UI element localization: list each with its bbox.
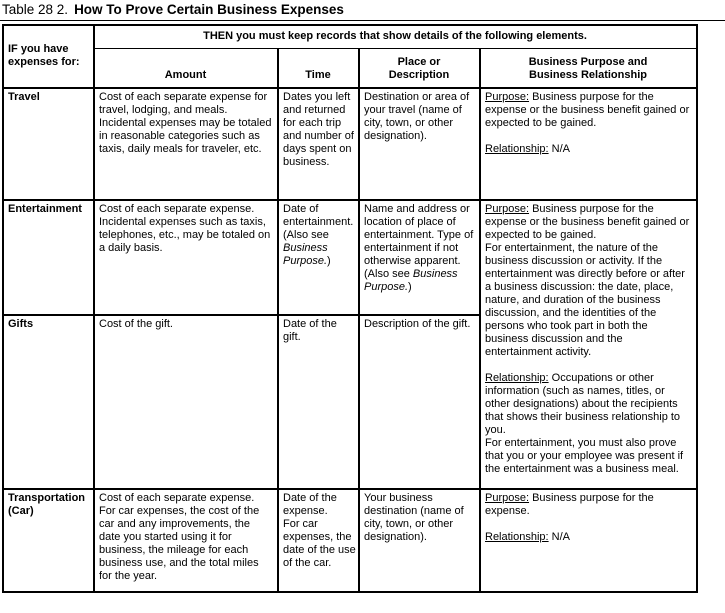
- column-header-purpose: Business Purpose and Business Relationsh…: [478, 47, 699, 89]
- entertainment-place-cell: Name and address or location of place of…: [358, 199, 481, 316]
- entertainment-gifts-purpose-cell: Purpose: Business purpose for the expens…: [478, 199, 699, 490]
- column-header-time: Time: [277, 47, 360, 89]
- column-header-amount: Amount: [93, 47, 279, 89]
- table-row-transportation: Transportation (Car) Cost of each separa…: [2, 488, 699, 593]
- row-header-transportation: Transportation (Car): [2, 488, 95, 593]
- row-header-gifts: Gifts: [2, 314, 95, 490]
- transportation-relationship-paragraph: Relationship: N/A: [485, 531, 570, 543]
- travel-time-cell: Dates you left and returned for each tri…: [277, 87, 360, 201]
- transportation-purpose-cell: Purpose: Business purpose for the expens…: [478, 488, 699, 593]
- table-number: Table 28 2.: [2, 2, 69, 17]
- column-header-then-records: THEN you must keep records that show det…: [92, 24, 699, 49]
- page-title: Table 28 2. How To Prove Certain Business…: [0, 0, 725, 21]
- entertainment-amount-cell: Cost of each separate expense. Incidenta…: [93, 199, 279, 316]
- transportation-amount-cell: Cost of each separate expense. For car e…: [93, 488, 279, 593]
- column-header-place: Place or Description: [358, 47, 481, 89]
- row-header-travel: Travel: [2, 87, 95, 201]
- gifts-place-cell: Description of the gift.: [358, 314, 481, 490]
- row-header-entertainment: Entertainment: [2, 199, 95, 316]
- entertainment-time-cell: Date of entertainment. (Also see Busines…: [277, 199, 360, 316]
- transportation-time-cell: Date of the expense. For car expenses, t…: [277, 488, 360, 593]
- travel-relationship-paragraph: Relationship: N/A: [485, 143, 570, 155]
- travel-purpose-cell: Purpose: Business purpose for the expens…: [478, 87, 699, 201]
- expense-proof-table: IF you have expenses for: THEN you must …: [2, 24, 699, 593]
- transportation-place-cell: Your business destination (name of city,…: [358, 488, 481, 593]
- table-row-gifts: Gifts Cost of the gift. Date of the gift…: [2, 314, 697, 490]
- entertainment-purpose-paragraph: Purpose: Business purpose for the expens…: [485, 203, 690, 358]
- gifts-amount-cell: Cost of the gift.: [93, 314, 279, 490]
- table-row-entertainment: Entertainment Cost of each separate expe…: [2, 199, 699, 490]
- transportation-purpose-paragraph: Purpose: Business purpose for the expens…: [485, 492, 654, 517]
- table-title-text: How To Prove Certain Business Expenses: [74, 2, 344, 17]
- travel-place-cell: Destination or area of your travel (name…: [358, 87, 481, 201]
- table-row-travel: Travel Cost of each separate expense for…: [2, 87, 699, 201]
- column-header-if-expenses: IF you have expenses for:: [2, 24, 95, 89]
- travel-amount-cell: Cost of each separate expense for travel…: [93, 87, 279, 201]
- gifts-time-cell: Date of the gift.: [277, 314, 360, 490]
- entertainment-relationship-paragraph: Relationship: Occupations or other infor…: [485, 372, 684, 475]
- travel-purpose-paragraph: Purpose: Business purpose for the expens…: [485, 91, 690, 129]
